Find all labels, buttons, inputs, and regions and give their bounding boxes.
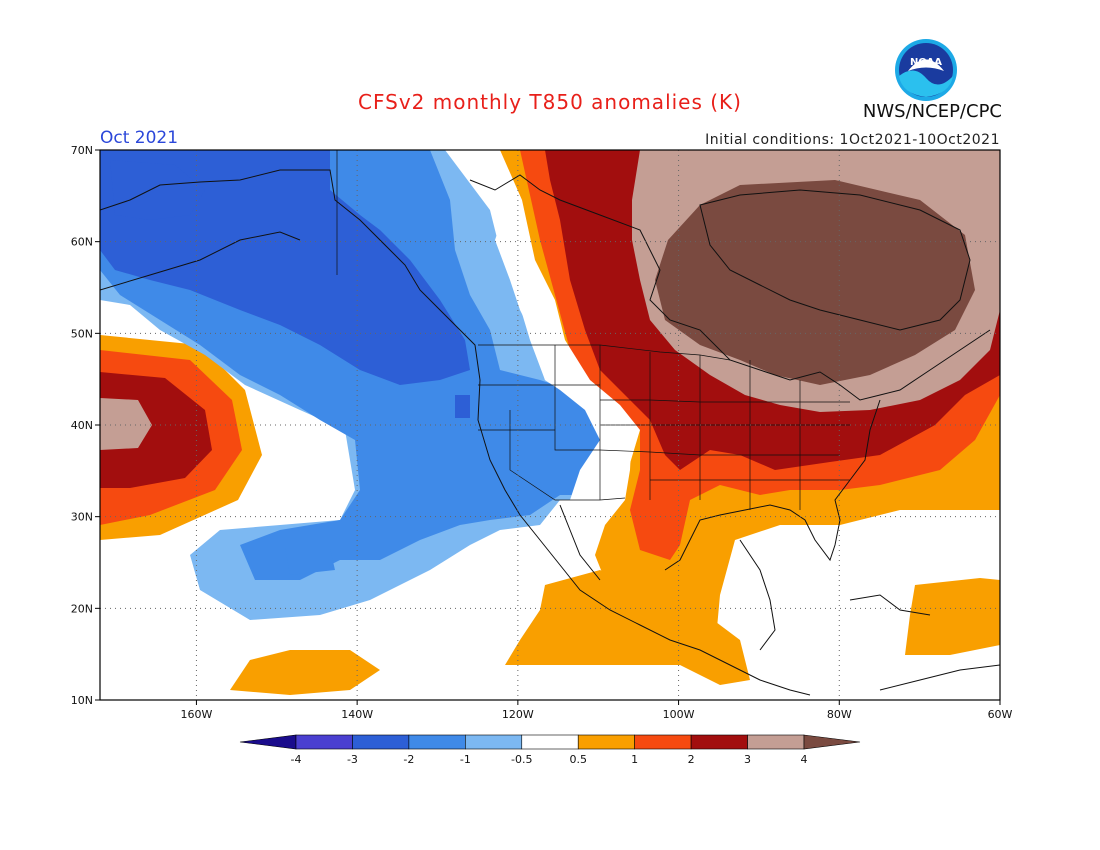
- initial-conditions-label: Initial conditions: 1Oct2021-10Oct2021: [705, 132, 1000, 148]
- subtropical-warm-patches: [230, 570, 1000, 695]
- colorbar-label: -3: [347, 753, 358, 766]
- lat-tick-label: 10N: [71, 694, 93, 707]
- lat-tick-label: 20N: [71, 602, 93, 615]
- org-label: NWS/NCEP/CPC: [862, 101, 1002, 122]
- colorbar-label: 3: [744, 753, 751, 766]
- colorbar-label: -1: [460, 753, 471, 766]
- colorbar-swatch: [747, 734, 805, 750]
- lat-tick-label: 70N: [71, 144, 93, 157]
- colorbar-swatch: [634, 734, 692, 750]
- colorbar: -4 -3 -2 -1 -0.5 0.5 1 2 3 4: [239, 734, 861, 766]
- lon-tick-label: 100W: [663, 708, 695, 721]
- month-label: Oct 2021: [100, 128, 179, 148]
- colorbar-label: -0.5: [511, 753, 532, 766]
- colorbar-label: 0.5: [569, 753, 587, 766]
- colorbar-swatch: [295, 734, 353, 750]
- colorbar-swatch: [521, 734, 579, 750]
- colorbar-swatch: [690, 734, 748, 750]
- lat-tick-label: 50N: [71, 327, 93, 340]
- lat-tick-label: 40N: [71, 419, 93, 432]
- cold-anomaly: [100, 150, 630, 620]
- lon-tick-label: 160W: [180, 708, 212, 721]
- colorbar-arrow-low: [239, 734, 297, 750]
- colorbar-label: -4: [291, 753, 302, 766]
- pacific-warm-anomaly: [100, 335, 262, 540]
- colorbar-swatch: [465, 734, 523, 750]
- lat-tick-label: 30N: [71, 511, 93, 524]
- lon-tick-label: 120W: [502, 708, 534, 721]
- svg-text:NOAA: NOAA: [910, 57, 942, 68]
- colorbar-swatch: [352, 734, 410, 750]
- axis-ticks: 70N 60N 50N 40N 30N 20N 10N 160W 140W 120W 100W 80W…: [71, 144, 1013, 721]
- colorbar-label: 2: [688, 753, 695, 766]
- lon-tick-label: 80W: [827, 708, 852, 721]
- colorbar-label: 4: [801, 753, 808, 766]
- colorbar-label: 1: [631, 753, 638, 766]
- graticule: [100, 150, 1000, 700]
- neutral-band: [445, 150, 640, 510]
- colorbar-swatch: [408, 734, 466, 750]
- lon-tick-label: 140W: [341, 708, 373, 721]
- colorbar-arrow-high: [803, 734, 861, 750]
- political-borders: [336, 150, 850, 510]
- colorbar-swatch: [577, 734, 635, 750]
- colorbar-label: -2: [403, 753, 414, 766]
- coastlines: [100, 169, 1000, 696]
- chart-title: CFSv2 monthly T850 anomalies (K): [358, 90, 742, 114]
- lat-tick-label: 60N: [71, 236, 93, 249]
- lon-tick-label: 60W: [988, 708, 1013, 721]
- noaa-logo: NOAA: [894, 38, 958, 102]
